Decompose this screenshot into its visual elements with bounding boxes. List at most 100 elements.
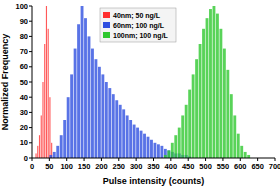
y-tick	[29, 21, 32, 22]
legend-swatch	[103, 32, 110, 38]
histogram-bar	[115, 100, 118, 158]
y-tick	[29, 51, 32, 52]
histogram-bar	[35, 153, 36, 158]
histogram-bar	[49, 97, 50, 158]
histogram-bar	[206, 18, 209, 158]
y-tick-label: 60	[20, 62, 28, 71]
histogram-bar	[42, 82, 43, 158]
x-tick-label: 600	[234, 162, 247, 171]
histogram-bar	[53, 152, 56, 158]
histogram-bar	[157, 144, 160, 158]
legend-box	[100, 8, 176, 42]
histogram-bar	[181, 115, 184, 158]
histogram-bar	[70, 74, 73, 158]
y-axis-label: Normalized Frequency	[0, 34, 10, 131]
histogram-bar	[195, 59, 198, 158]
histogram-bar	[136, 128, 139, 158]
y-tick	[29, 82, 32, 83]
x-tick-label: 350	[147, 162, 160, 171]
x-tick	[222, 158, 223, 161]
histogram-bar	[126, 115, 129, 158]
y-tick-label: 90	[20, 17, 28, 26]
x-tick-label: 400	[165, 162, 178, 171]
y-tick-label: 100	[15, 2, 28, 11]
x-tick	[66, 158, 67, 161]
histogram-bar	[112, 94, 115, 158]
histogram-bar	[219, 29, 222, 158]
histogram-bar	[202, 29, 205, 158]
histogram-bar	[101, 74, 104, 158]
histogram-bar	[77, 24, 80, 158]
histogram-bar	[37, 146, 38, 158]
histogram-bar	[167, 150, 170, 158]
y-tick-label: 20	[20, 123, 28, 132]
x-tick-label: 50	[45, 162, 53, 171]
x-tick-label: 100	[60, 162, 73, 171]
histogram-bar	[44, 44, 45, 158]
histogram-bar	[91, 49, 94, 158]
x-tick	[136, 158, 137, 161]
y-tick	[29, 66, 32, 67]
y-tick	[29, 112, 32, 113]
histogram-bar	[119, 105, 122, 158]
histogram-bar	[216, 14, 219, 158]
histogram-bar	[147, 137, 150, 158]
x-tick	[240, 158, 241, 161]
y-tick-label: 40	[20, 93, 28, 102]
x-tick-label: 450	[182, 162, 195, 171]
histogram-bar	[105, 82, 108, 158]
histogram-bar	[160, 146, 163, 158]
histogram-bar	[63, 120, 66, 158]
histogram-bar	[240, 146, 243, 158]
histogram-bar	[192, 74, 195, 158]
y-tick	[29, 142, 32, 143]
histogram-bar	[41, 115, 42, 158]
chart: 0501001502002503003504004505005506006507…	[0, 0, 280, 189]
x-tick	[49, 158, 50, 161]
x-tick-label: 300	[130, 162, 143, 171]
histogram-bar	[60, 135, 63, 158]
histogram-bar	[174, 135, 177, 158]
legend-label: 100nm; 100 ng/L	[113, 32, 169, 40]
histogram-bar	[199, 44, 202, 158]
histogram-bar	[150, 140, 153, 158]
histogram-bar	[81, 6, 84, 158]
legend-label: 60nm; 100 ng/L	[113, 22, 165, 30]
y-tick-label: 0	[24, 154, 28, 163]
y-tick-label: 10	[20, 138, 28, 147]
histogram-bar	[178, 128, 181, 158]
x-tick	[153, 158, 154, 161]
y-tick-label: 30	[20, 108, 28, 117]
histogram-bar	[84, 18, 87, 158]
histogram-bar	[39, 135, 40, 158]
histogram-bar	[230, 94, 233, 158]
histogram-bar	[94, 59, 97, 158]
x-tick	[188, 158, 189, 161]
y-tick-label: 50	[20, 78, 28, 87]
x-tick-label: 200	[95, 162, 108, 171]
histogram-bar	[67, 97, 70, 158]
x-tick	[101, 158, 102, 161]
x-tick	[118, 158, 119, 161]
x-tick-label: 550	[217, 162, 230, 171]
histogram-bar	[56, 146, 59, 158]
histogram-bar	[133, 125, 136, 158]
x-tick	[170, 158, 171, 161]
x-tick	[275, 158, 276, 161]
x-tick-label: 700	[269, 162, 280, 171]
x-tick-label: 150	[78, 162, 91, 171]
histogram-bar	[98, 67, 101, 158]
legend-swatch	[103, 12, 110, 18]
histogram-bar	[74, 49, 77, 158]
legend-label: 40nm; 50 ng/L	[113, 12, 161, 20]
y-tick	[29, 97, 32, 98]
histogram-bar	[226, 70, 229, 158]
histogram-bar	[185, 105, 188, 158]
histogram-bar	[154, 143, 157, 158]
x-tick-label: 500	[199, 162, 212, 171]
histogram-bar	[164, 149, 167, 158]
histogram-bar	[167, 150, 170, 158]
histogram-bar	[213, 6, 216, 158]
legend: 40nm; 50 ng/L 60nm; 100 ng/L 100nm; 100 ng…	[100, 8, 176, 42]
x-tick	[84, 158, 85, 161]
